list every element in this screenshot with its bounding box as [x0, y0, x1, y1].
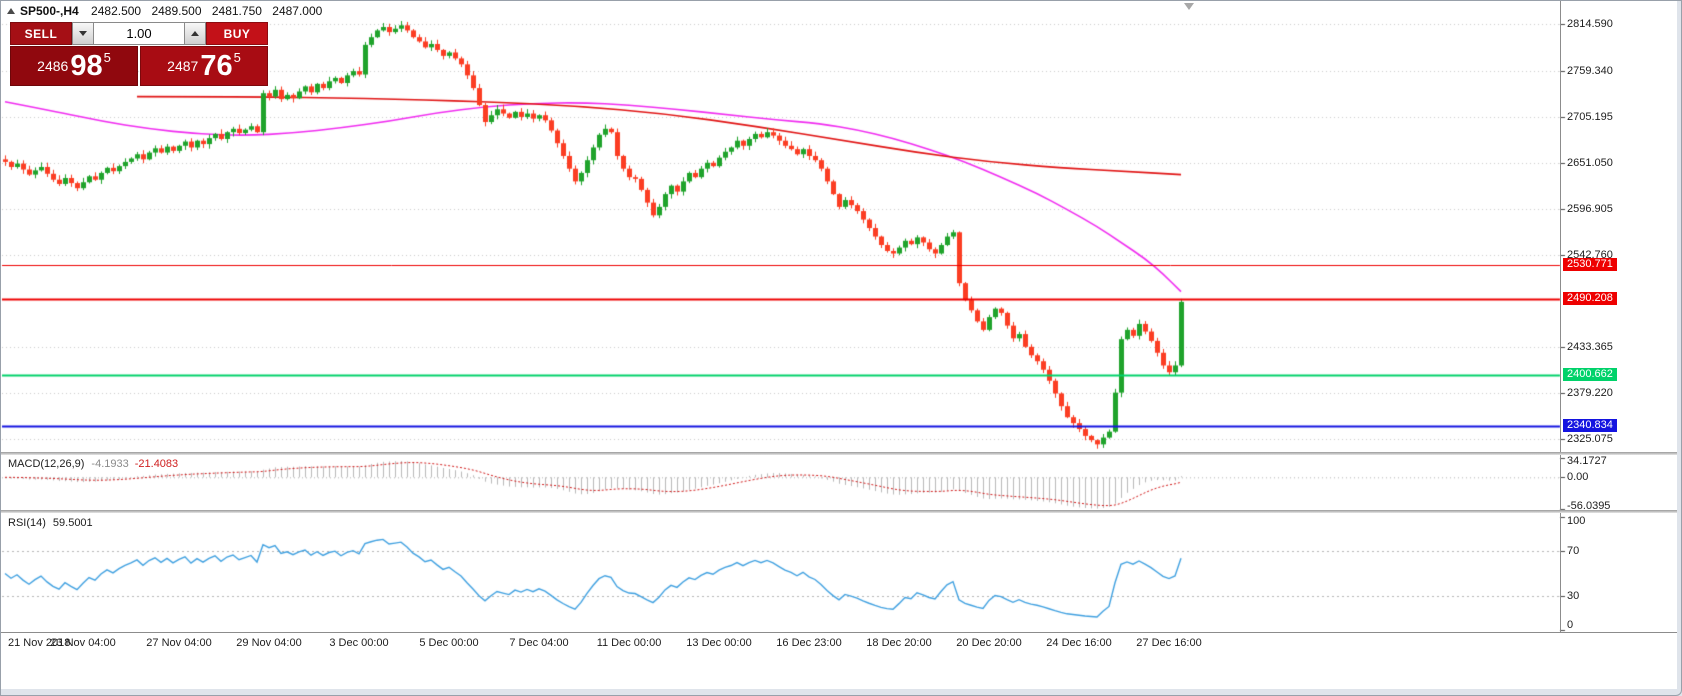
price-axis-label: 2705.195: [1567, 110, 1613, 123]
macd-name: MACD(12,26,9): [8, 458, 85, 470]
volume-input[interactable]: [94, 22, 184, 45]
volume-increase-button[interactable]: [184, 22, 206, 45]
macd-main-value: -4.1933: [91, 458, 129, 470]
price-axis-label: 2814.590: [1567, 17, 1613, 30]
price-axis-label: 2325.075: [1567, 433, 1613, 446]
time-axis-label: 20 Dec 20:00: [956, 637, 1022, 649]
rsi-axis-label: 70: [1567, 544, 1580, 557]
window-frame-bottom: [0, 689, 1682, 696]
sell-button[interactable]: SELL: [10, 22, 72, 45]
buy-button[interactable]: BUY: [206, 22, 268, 45]
ohlc-low: 2481.750: [211, 4, 262, 18]
price-axis-label: 2651.050: [1567, 156, 1613, 169]
buy-price-big: 76: [200, 49, 233, 82]
sell-price-display[interactable]: 2486 98 5: [10, 46, 138, 86]
one-click-trading-panel: SELL BUY 2486 98 5 2487 76 5: [10, 22, 268, 86]
time-axis-label: 16 Dec 23:00: [776, 637, 842, 649]
time-axis-label: 3 Dec 00:00: [329, 637, 389, 649]
buy-price-display[interactable]: 2487 76 5: [140, 46, 268, 86]
panel-splitter-rsi[interactable]: [0, 510, 1682, 513]
chart-shift-marker[interactable]: [1184, 3, 1194, 10]
hline-price-tag: 2490.208: [1563, 292, 1617, 305]
one-click-toggle-button[interactable]: [6, 6, 16, 16]
macd-signal-value: -21.4083: [134, 458, 179, 470]
buy-price-pip: 5: [233, 49, 241, 65]
triangle-up-icon: [7, 8, 15, 14]
ohlc-close: 2487.000: [272, 4, 323, 18]
macd-indicator-label: MACD(12,26,9) -4.1933 -21.4083: [8, 458, 178, 470]
time-axis[interactable]: 21 Nov 2018 23 Nov 04:00 27 Nov 04:00 29 No…: [0, 633, 1682, 653]
price-axis-label: 2433.365: [1567, 341, 1613, 354]
rsi-axis-label: 0: [1567, 619, 1574, 631]
time-axis-label: 27 Dec 16:00: [1136, 637, 1202, 649]
macd-axis-label: 0.00: [1567, 471, 1589, 484]
time-axis-border: [0, 632, 1682, 633]
sell-price-pip: 5: [103, 49, 111, 65]
time-axis-label: 27 Nov 04:00: [146, 637, 212, 649]
sell-price-prefix: 2486: [37, 58, 69, 74]
chart-title: SP500-,H4 2482.500 2489.500 2481.750 248…: [20, 4, 329, 18]
time-axis-label: 24 Dec 16:00: [1046, 637, 1112, 649]
price-axis[interactable]: 2814.590 2759.340 2705.195 2651.050 2596.905…: [1561, 0, 1679, 632]
hline-price-tag: 2530.771: [1563, 258, 1617, 271]
chevron-up-icon: [191, 31, 199, 36]
price-axis-label: 2596.905: [1567, 202, 1613, 215]
time-axis-label: 11 Dec 00:00: [596, 637, 662, 649]
time-axis-label: 29 Nov 04:00: [236, 637, 302, 649]
volume-decrease-button[interactable]: [72, 22, 94, 45]
rsi-axis-label: 30: [1567, 590, 1580, 603]
time-axis-label: 13 Dec 00:00: [686, 637, 752, 649]
panel-splitter-macd[interactable]: [0, 452, 1682, 455]
rsi-indicator-label: RSI(14) 59.5001: [8, 517, 93, 529]
price-axis-border: [1560, 0, 1561, 632]
ohlc-high: 2489.500: [151, 4, 202, 18]
time-axis-label: 5 Dec 00:00: [419, 637, 479, 649]
rsi-name: RSI(14): [8, 517, 46, 529]
rsi-value: 59.5001: [52, 517, 93, 529]
buy-price-prefix: 2487: [167, 58, 199, 74]
chevron-down-icon: [79, 31, 87, 36]
price-axis-label: 2542.760: [1567, 248, 1613, 261]
hline-price-tag: 2340.834: [1563, 419, 1617, 432]
macd-axis-label: -56.0395: [1567, 500, 1611, 512]
time-axis-label: 18 Dec 20:00: [866, 637, 932, 649]
price-axis-label: 2379.220: [1567, 387, 1613, 400]
time-axis-label: 7 Dec 04:00: [509, 637, 569, 649]
hline-price-tag: 2400.662: [1563, 368, 1617, 381]
macd-axis-label: 34.1727: [1567, 455, 1607, 467]
sell-price-big: 98: [70, 49, 103, 82]
price-axis-label: 2759.340: [1567, 64, 1613, 77]
ohlc-open: 2482.500: [91, 4, 142, 18]
time-axis-label: 23 Nov 04:00: [50, 637, 116, 649]
symbol-name: SP500-,H4: [20, 4, 79, 18]
window-frame-right: [1677, 0, 1682, 696]
rsi-axis-label: 100: [1567, 515, 1586, 527]
time-axis-label: 21 Nov 2018: [8, 637, 71, 649]
